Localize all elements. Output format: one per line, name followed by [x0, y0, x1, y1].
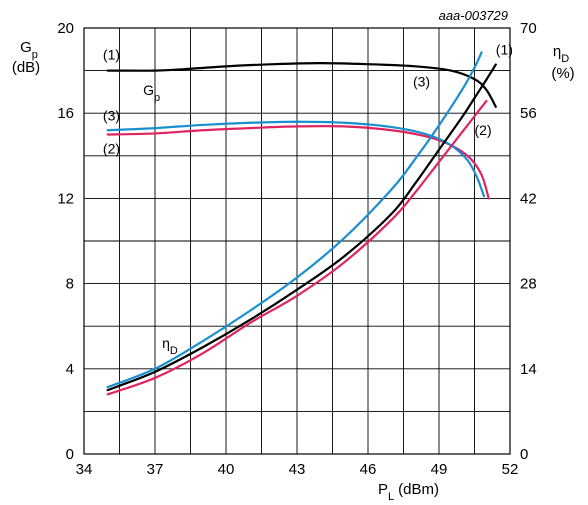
x-tick-label: 40	[218, 461, 235, 478]
curve-annotation: Gp	[143, 82, 160, 104]
series-group	[106, 51, 497, 396]
curve-annotation: (1)	[103, 47, 120, 63]
y-left-tick-label: 4	[66, 361, 74, 378]
y-right-tick-label: 70	[520, 20, 537, 37]
gain-curve-red	[106, 124, 490, 200]
curve-annotation: (3)	[413, 73, 430, 89]
x-tick-label: 43	[289, 461, 306, 478]
y-right-title: ηD	[553, 43, 569, 65]
y-right-tick-label: 28	[520, 276, 537, 293]
y-right-tick-label: 56	[520, 105, 537, 122]
y-left-unit: (dB)	[12, 59, 40, 76]
gain-curve-blue	[106, 120, 486, 198]
y-left-tick-label: 16	[57, 105, 74, 122]
curve-annotation: (3)	[103, 107, 120, 123]
y-left-tick-label: 12	[57, 190, 74, 207]
efficiency-curve-black	[106, 63, 497, 392]
y-right-tick-label: 0	[520, 446, 528, 463]
y-left-tick-label: 20	[57, 20, 74, 37]
y-right-unit: (%)	[551, 65, 574, 82]
efficiency-curve-blue	[106, 51, 483, 389]
x-axis-title: PL (dBm)	[378, 481, 439, 503]
curve-annotation: (1)	[496, 41, 513, 57]
y-left-tick-label: 0	[66, 446, 74, 463]
y-left-tick-label: 8	[66, 276, 74, 293]
x-tick-label: 49	[431, 461, 448, 478]
x-tick-label: 34	[76, 461, 93, 478]
y-left-title: Gp	[20, 39, 38, 61]
curve-annotation: (2)	[103, 140, 120, 156]
curve-annotation: ηD	[162, 335, 178, 357]
efficiency-curve-red	[106, 99, 488, 396]
annotations: (1) (3) (2) Gp ηD (3) (1) (2)	[103, 41, 513, 357]
y-right-tick-label: 42	[520, 190, 537, 207]
plot-frame	[83, 27, 511, 455]
x-tick-label: 46	[360, 461, 377, 478]
chart-code: aaa-003729	[439, 8, 508, 23]
x-tick-label: 37	[147, 461, 164, 478]
y-right-tick-label: 14	[520, 361, 537, 378]
gain-curve-black	[106, 62, 497, 108]
x-tick-label: 52	[502, 461, 519, 478]
curve-annotation: (2)	[475, 122, 492, 138]
